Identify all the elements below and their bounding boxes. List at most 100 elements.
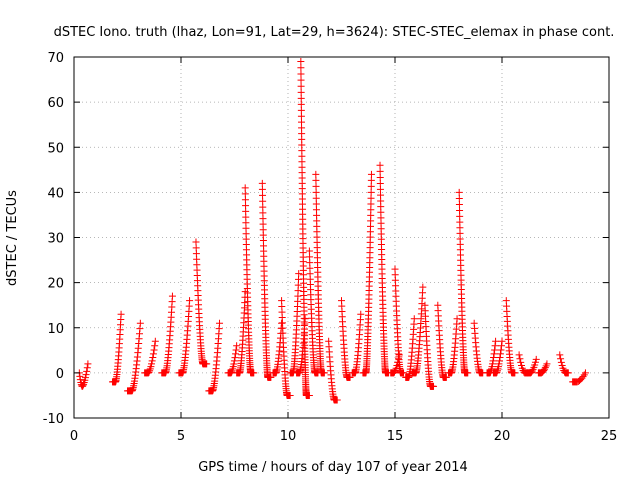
data-point — [259, 197, 267, 205]
data-point — [531, 358, 539, 366]
data-point — [495, 357, 503, 365]
data-point — [232, 350, 240, 358]
data-point — [491, 346, 499, 354]
data-point — [305, 391, 313, 399]
data-point — [149, 354, 157, 362]
data-point — [557, 358, 565, 366]
data-point — [455, 194, 463, 202]
data-point — [267, 373, 275, 381]
arc-group — [124, 319, 144, 395]
data-point — [376, 173, 384, 181]
data-point — [487, 368, 495, 376]
data-point — [453, 315, 461, 323]
data-point — [148, 357, 156, 365]
data-point — [83, 364, 91, 372]
arc-group — [224, 342, 241, 377]
arc-group — [312, 170, 328, 377]
arc-group — [434, 301, 450, 381]
arc-group — [338, 297, 354, 381]
data-point — [517, 358, 525, 366]
y-tick-label: 40 — [47, 186, 64, 201]
data-point — [297, 88, 305, 96]
data-point — [150, 346, 158, 354]
data-point — [391, 368, 399, 376]
data-point — [232, 346, 240, 354]
data-point — [419, 283, 427, 291]
arc-group — [359, 170, 375, 377]
data-point — [297, 112, 305, 120]
data-point — [81, 374, 89, 382]
y-tick-label: 20 — [47, 277, 64, 292]
arc-group — [489, 337, 506, 377]
data-point — [497, 342, 505, 350]
data-point — [497, 346, 505, 354]
data-point — [151, 337, 159, 345]
data-point — [151, 342, 159, 350]
data-point — [230, 360, 238, 368]
data-point — [286, 391, 294, 399]
data-point — [216, 319, 224, 327]
data-point — [579, 373, 587, 381]
axis-ticks: 0 5 10 15 20 25 -10 0 10 20 30 40 50 60 70 — [43, 51, 618, 444]
y-tick-label: 60 — [47, 96, 64, 111]
data-point — [495, 360, 503, 368]
data-point — [83, 367, 91, 375]
data-point — [233, 342, 241, 350]
arc-group — [445, 315, 461, 377]
data-point — [581, 369, 589, 377]
data-point — [312, 176, 320, 184]
data-point — [376, 167, 384, 175]
data-point — [241, 184, 249, 192]
data-point — [490, 350, 498, 358]
data-point — [297, 70, 305, 78]
data-point — [489, 357, 497, 365]
y-tick-label: 10 — [47, 322, 64, 337]
arc-group — [109, 310, 125, 386]
data-point — [186, 297, 194, 305]
arc-group — [402, 315, 418, 381]
data-point — [516, 355, 524, 363]
data-point — [367, 182, 375, 190]
data-point — [259, 191, 267, 199]
data-point — [149, 350, 157, 358]
data-point — [333, 396, 341, 404]
data-point — [515, 351, 523, 359]
x-tick-label: 15 — [387, 429, 404, 444]
arc-group — [175, 297, 194, 377]
data-point — [241, 196, 249, 204]
data-point — [367, 176, 375, 184]
x-tick-label: 25 — [601, 429, 618, 444]
data-point — [367, 194, 375, 202]
data-point — [496, 354, 504, 362]
data-point — [297, 58, 305, 66]
arc-group — [502, 297, 519, 377]
data-point — [543, 360, 551, 368]
data-point — [241, 190, 249, 198]
arc-group — [278, 297, 294, 399]
data-point — [250, 369, 258, 377]
data-point — [455, 201, 463, 209]
data-point — [145, 368, 153, 376]
data-point — [136, 319, 144, 327]
arc-group — [524, 355, 540, 377]
data-point — [491, 342, 499, 350]
data-point — [84, 360, 92, 368]
arc-group — [534, 360, 551, 377]
data-point — [297, 100, 305, 108]
data-point — [455, 188, 463, 196]
data-point — [320, 369, 328, 377]
data-point — [312, 170, 320, 178]
data-point — [376, 185, 384, 193]
data-point — [498, 337, 506, 345]
data-point — [168, 292, 176, 300]
data-point — [532, 355, 540, 363]
data-point — [297, 82, 305, 90]
arc-group — [408, 283, 427, 377]
arc-group — [233, 288, 249, 377]
data-point — [297, 76, 305, 84]
data-point — [442, 373, 450, 381]
data-point — [492, 337, 500, 345]
arc-group — [348, 310, 365, 377]
data-point — [556, 351, 564, 359]
data-point — [297, 64, 305, 72]
